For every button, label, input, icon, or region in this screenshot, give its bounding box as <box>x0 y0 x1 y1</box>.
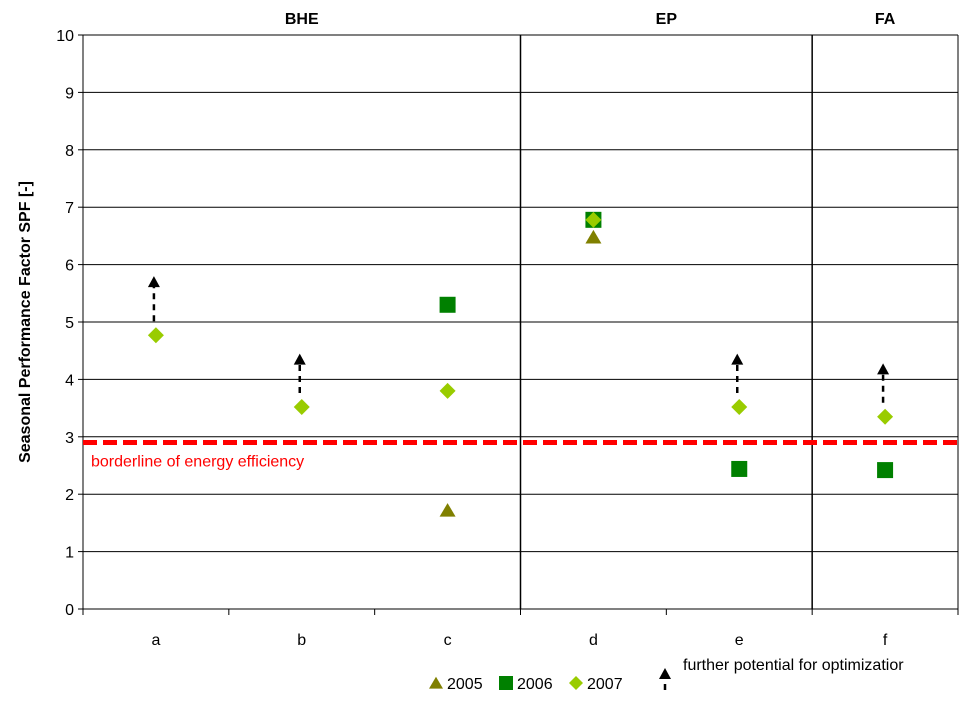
legend-marker-2005 <box>429 676 443 689</box>
legend-label-arrow: further potential for optimizatior <box>683 657 904 674</box>
y-tick-label: 1 <box>65 545 74 562</box>
group-label: EP <box>656 11 678 28</box>
point-2007 <box>293 398 310 415</box>
x-tick-label: a <box>151 632 160 649</box>
legend-label-2007: 2007 <box>587 676 623 693</box>
point-2006 <box>877 462 894 479</box>
y-tick-label: 4 <box>65 372 74 389</box>
x-tick-label: f <box>883 632 888 649</box>
threshold-layer: borderline of energy efficiency <box>83 440 958 471</box>
y-tick-label: 6 <box>65 258 74 275</box>
point-2005 <box>585 229 602 244</box>
y-tick-label: 9 <box>65 85 74 102</box>
grid-layer <box>83 34 958 609</box>
axis-layer <box>78 34 959 615</box>
y-tick-label: 3 <box>65 430 74 447</box>
y-axis-title: Seasonal Performance Factor SPF [-] <box>17 181 34 463</box>
x-tick-label: c <box>444 632 452 649</box>
optimization-arrow-head <box>731 353 744 365</box>
legend-arrow-head <box>659 668 671 679</box>
point-2006 <box>731 460 748 477</box>
group-label: BHE <box>285 11 319 28</box>
y-tick-label: 2 <box>65 487 74 504</box>
point-2007 <box>731 398 748 415</box>
x-tick-label: e <box>735 632 744 649</box>
point-2007 <box>585 211 602 228</box>
legend-label-2005: 2005 <box>447 676 483 693</box>
point-2006 <box>439 296 456 313</box>
legend-label-2006: 2006 <box>517 676 553 693</box>
optimization-arrow-head <box>293 353 306 365</box>
arrow-layer <box>147 276 890 403</box>
optimization-arrow-head <box>147 276 160 288</box>
marker-layer <box>147 211 894 517</box>
y-tick-label: 8 <box>65 143 74 160</box>
y-tick-label: 10 <box>56 28 74 45</box>
point-2007 <box>877 408 894 425</box>
y-tick-label: 7 <box>65 200 74 217</box>
legend-marker-2006 <box>499 676 513 690</box>
y-tick-label: 5 <box>65 315 74 332</box>
x-tick-label: d <box>589 632 598 649</box>
optimization-arrow-head <box>877 363 890 375</box>
legend: 2005 2006 2007 further potential for optimi… <box>429 657 904 693</box>
group-label: FA <box>875 11 896 28</box>
legend-marker-2007 <box>569 676 583 690</box>
threshold-label: borderline of energy efficiency <box>91 454 304 471</box>
x-tick-label: b <box>297 632 306 649</box>
label-layer: BHE EP FA 0 1 2 3 4 5 6 7 8 9 10 a b c d e f Seasonal Perfor… <box>17 11 896 649</box>
point-2007 <box>147 327 164 344</box>
y-tick-label: 0 <box>65 602 74 619</box>
point-2007 <box>439 382 456 399</box>
point-2005 <box>439 503 456 517</box>
